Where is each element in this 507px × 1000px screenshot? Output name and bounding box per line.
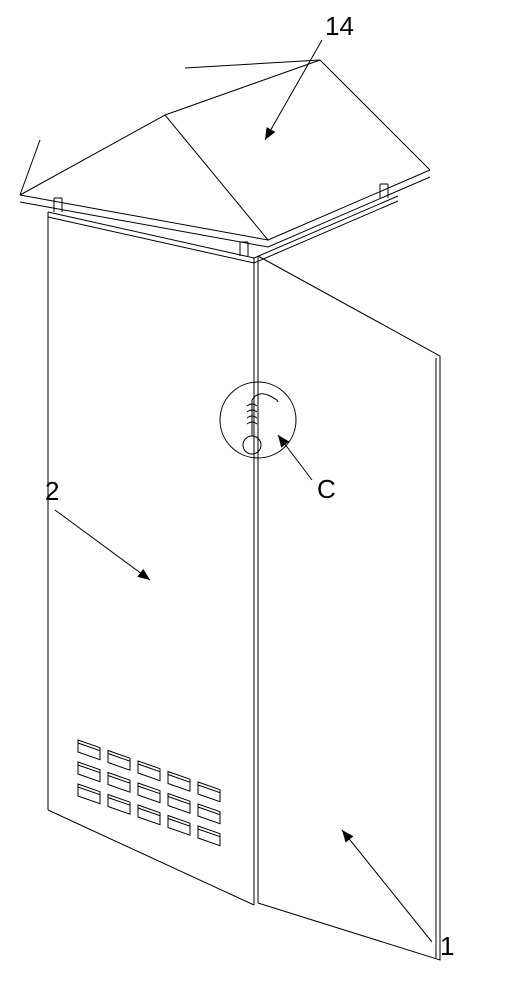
label-door: 1: [440, 931, 454, 961]
label-body: 2: [45, 476, 59, 506]
label-detail: C: [317, 474, 336, 504]
label-roof: 14: [325, 11, 354, 41]
technical-drawing-cabinet: 14 2 1 C: [0, 0, 507, 1000]
